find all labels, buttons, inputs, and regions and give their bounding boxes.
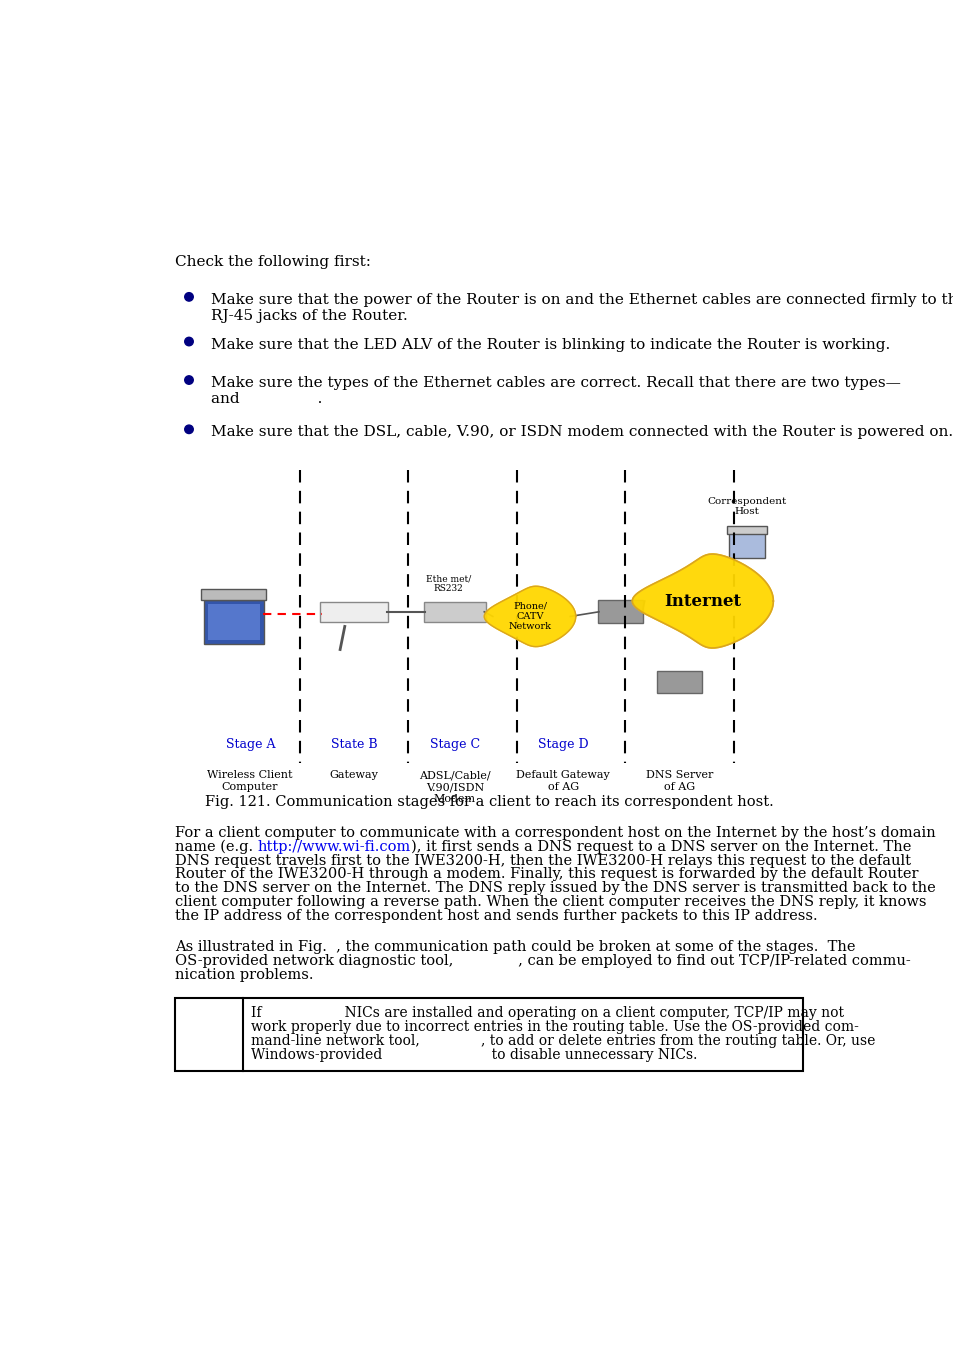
FancyBboxPatch shape	[174, 998, 802, 1071]
Text: Make sure that the power of the Router is on and the Ethernet cables are connect: Make sure that the power of the Router i…	[211, 293, 953, 323]
FancyBboxPatch shape	[319, 601, 388, 621]
FancyBboxPatch shape	[423, 601, 485, 621]
Circle shape	[185, 426, 193, 434]
FancyBboxPatch shape	[657, 671, 701, 693]
Circle shape	[185, 376, 193, 384]
Text: Router of the IWE3200-H through a modem. Finally, this request is forwarded by t: Router of the IWE3200-H through a modem.…	[174, 867, 918, 881]
Text: DNS Server
of AG: DNS Server of AG	[645, 770, 713, 792]
Text: Ethe met/
RS232: Ethe met/ RS232	[426, 574, 471, 593]
Text: Make sure the types of the Ethernet cables are correct. Recall that there are tw: Make sure the types of the Ethernet cabl…	[211, 376, 900, 407]
Text: If                   NICs are installed and operating on a client computer, TCP/: If NICs are installed and operating on a…	[251, 1006, 843, 1020]
Text: mand-line network tool,              , to add or delete entries from the routing: mand-line network tool, , to add or dele…	[251, 1034, 875, 1048]
Text: to the DNS server on the Internet. The DNS reply issued by the DNS server is tra: to the DNS server on the Internet. The D…	[174, 881, 935, 896]
Text: Default Gateway
of AG: Default Gateway of AG	[516, 770, 610, 792]
Text: Stage A: Stage A	[226, 738, 275, 751]
FancyBboxPatch shape	[726, 527, 766, 534]
Text: DNS request travels first to the IWE3200-H, then the IWE3200-H relays this reque: DNS request travels first to the IWE3200…	[174, 854, 910, 867]
Text: name (e.g.: name (e.g.	[174, 840, 257, 854]
Text: Internet: Internet	[663, 593, 740, 609]
Text: Stage D: Stage D	[537, 738, 588, 751]
Text: For a client computer to communicate with a correspondent host on the Internet b: For a client computer to communicate wit…	[174, 825, 935, 840]
Text: Correspondent
Host: Correspondent Host	[706, 497, 786, 516]
Text: the IP address of the correspondent host and sends further packets to this IP ad: the IP address of the correspondent host…	[174, 909, 817, 923]
Text: Wireless Client
Computer: Wireless Client Computer	[207, 770, 292, 792]
Text: Make sure that the LED ALV of the Router is blinking to indicate the Router is w: Make sure that the LED ALV of the Router…	[211, 338, 889, 351]
Text: Stage C: Stage C	[429, 738, 479, 751]
Text: State B: State B	[331, 738, 377, 751]
Text: Make sure that the DSL, cable, V.90, or ISDN modem connected with the Router is : Make sure that the DSL, cable, V.90, or …	[211, 426, 952, 439]
Text: As illustrated in Fig.  , the communication path could be broken at some of the : As illustrated in Fig. , the communicati…	[174, 940, 855, 954]
Text: Phone/
CATV
Network: Phone/ CATV Network	[508, 601, 551, 631]
FancyBboxPatch shape	[728, 534, 764, 558]
Text: http://www.wi-fi.com: http://www.wi-fi.com	[257, 840, 411, 854]
Polygon shape	[484, 586, 575, 647]
Text: Gateway: Gateway	[330, 770, 378, 781]
Text: OS-provided network diagnostic tool,              , can be employed to find out : OS-provided network diagnostic tool, , c…	[174, 954, 910, 967]
Polygon shape	[632, 554, 773, 648]
Circle shape	[185, 338, 193, 346]
Circle shape	[185, 293, 193, 301]
Text: Fig. 121. Communication stages for a client to reach its correspondent host.: Fig. 121. Communication stages for a cli…	[204, 794, 773, 809]
FancyBboxPatch shape	[598, 600, 642, 623]
Text: nication problems.: nication problems.	[174, 967, 314, 982]
Text: ), it first sends a DNS request to a DNS server on the Internet. The: ), it first sends a DNS request to a DNS…	[411, 840, 910, 854]
Text: work properly due to incorrect entries in the routing table. Use the OS-provided: work properly due to incorrect entries i…	[251, 1020, 858, 1034]
Text: client computer following a reverse path. When the client computer receives the : client computer following a reverse path…	[174, 896, 925, 909]
Text: ADSL/Cable/
V.90/ISDN
Modem: ADSL/Cable/ V.90/ISDN Modem	[418, 770, 490, 804]
Text: Check the following first:: Check the following first:	[174, 254, 371, 269]
FancyBboxPatch shape	[208, 604, 260, 640]
Text: Windows-provided                         to disable unnecessary NICs.: Windows-provided to disable unnecessary …	[251, 1047, 697, 1062]
FancyBboxPatch shape	[204, 600, 264, 644]
FancyBboxPatch shape	[201, 589, 266, 600]
